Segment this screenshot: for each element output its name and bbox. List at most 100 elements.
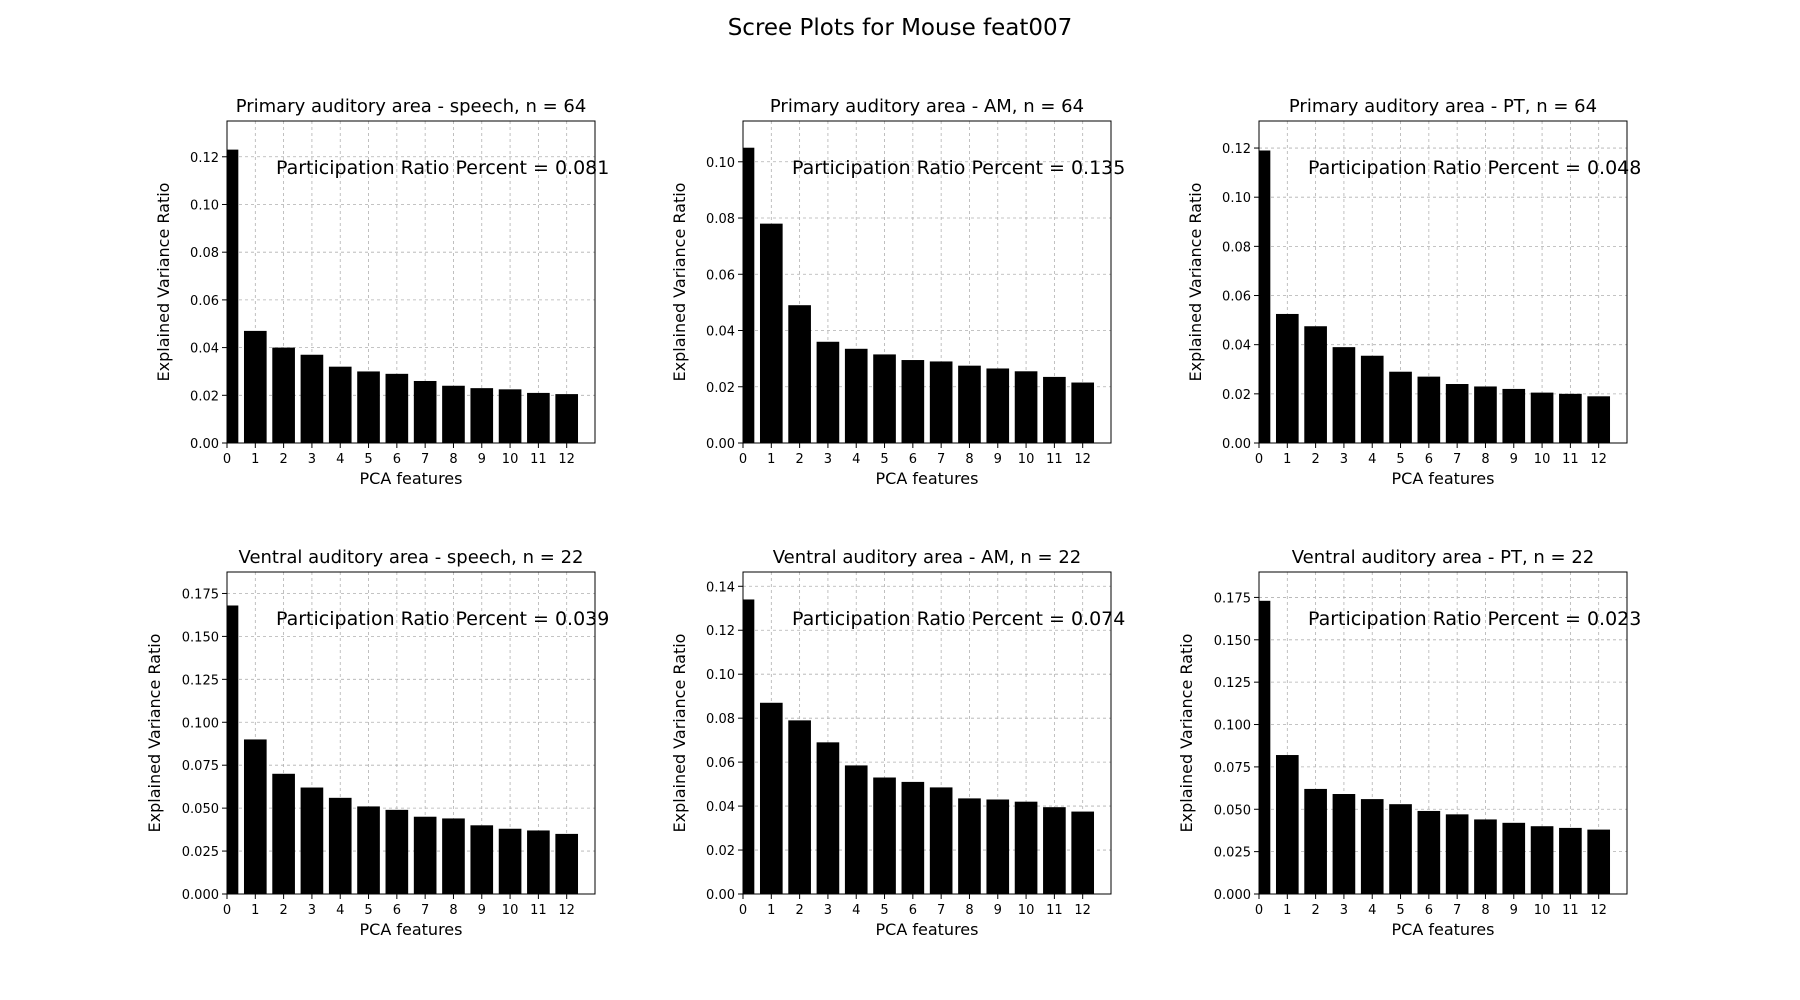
x-tick-label: 7 (421, 452, 429, 467)
bar (527, 392, 550, 443)
y-tick-label: 0.10 (190, 198, 219, 213)
x-tick-label: 12 (558, 452, 575, 467)
participation-ratio-annotation: Participation Ratio Percent = 0.048 (1308, 157, 1641, 179)
axes-frame (1258, 571, 1628, 895)
bar (1530, 826, 1554, 894)
y-tick-label: 0.12 (706, 624, 735, 639)
clip-mask (729, 570, 743, 896)
x-tick-label: 1 (1283, 903, 1291, 918)
y-tick-label: 0.000 (182, 888, 219, 903)
x-tick-label: 11 (1562, 903, 1579, 918)
bars (1247, 150, 1611, 443)
x-tick-label: 10 (502, 903, 519, 918)
bar (470, 388, 494, 443)
x-tick-label: 10 (1018, 903, 1035, 918)
bar (1417, 376, 1441, 443)
bar (958, 798, 981, 894)
y-tick-label: 0.125 (182, 673, 219, 688)
axes-frame (226, 120, 596, 444)
y-tick-label: 0.04 (706, 325, 735, 340)
bar (873, 777, 896, 894)
subplot-1: 0 1 2 3 4 5 6 7 8 9 10 11 120.000.020.040.060.080.10… (154, 96, 609, 488)
y-tick-label: 0.02 (706, 381, 735, 396)
subplot-3: 0 1 2 3 4 5 6 7 8 9 10 11 120.000.020.040.060.080.10… (1186, 96, 1641, 488)
y-axis-label: Explained Variance Ratio (1177, 634, 1196, 833)
x-tick-label: 0 (223, 452, 231, 467)
bar (1445, 814, 1469, 894)
y-axis-label: Explained Variance Ratio (670, 634, 689, 833)
y-tick-label: 0.02 (1222, 388, 1251, 403)
bar (1014, 801, 1038, 894)
bar (1502, 388, 1526, 443)
bar (1559, 393, 1582, 443)
x-tick-label: 5 (1396, 903, 1404, 918)
x-tick-label: 5 (880, 903, 888, 918)
x-axis-label: PCA features (360, 920, 463, 939)
x-tick-label: 12 (558, 903, 575, 918)
bar (1559, 827, 1582, 894)
bar (1071, 382, 1095, 443)
clip-mask (729, 119, 743, 445)
bar (328, 366, 352, 443)
bar (788, 305, 811, 443)
x-tick-label: 5 (364, 452, 372, 467)
bar (1474, 819, 1497, 894)
clip-mask (213, 119, 227, 445)
bar (816, 341, 840, 443)
x-tick-label: 8 (965, 452, 973, 467)
bar (300, 354, 324, 443)
x-tick-label: 12 (1590, 452, 1607, 467)
x-axis-label: PCA features (1392, 469, 1495, 488)
bar (1389, 371, 1412, 443)
x-tick-label: 0 (1255, 903, 1263, 918)
bar (555, 833, 579, 894)
x-tick-label: 8 (449, 452, 457, 467)
x-tick-label: 9 (478, 903, 486, 918)
axes-frame (742, 120, 1112, 444)
bar (272, 773, 295, 894)
bar (816, 742, 840, 894)
bar (357, 806, 380, 894)
bar (929, 787, 953, 894)
x-tick-label: 12 (1590, 903, 1607, 918)
x-tick-label: 12 (1074, 903, 1091, 918)
x-tick-label: 7 (1453, 903, 1461, 918)
y-tick-label: 0.08 (1222, 240, 1251, 255)
bar (498, 389, 522, 443)
x-tick-label: 0 (1255, 452, 1263, 467)
y-tick-label: 0.125 (1214, 676, 1251, 691)
bar (555, 394, 579, 443)
bar (1043, 807, 1066, 894)
y-tick-label: 0.06 (706, 268, 735, 283)
x-tick-label: 4 (336, 452, 344, 467)
bar (1587, 829, 1611, 894)
x-tick-label: 11 (1046, 452, 1063, 467)
bar (1417, 810, 1441, 894)
subplot-title: Primary auditory area - speech, n = 64 (236, 96, 587, 117)
y-tick-label: 0.175 (182, 587, 219, 602)
y-tick-label: 0.025 (1214, 846, 1251, 861)
y-tick-label: 0.02 (706, 844, 735, 859)
x-tick-label: 0 (223, 903, 231, 918)
y-axis-label: Explained Variance Ratio (1186, 183, 1205, 382)
subplot-title: Ventral auditory area - speech, n = 22 (239, 547, 584, 568)
subplot-title: Ventral auditory area - AM, n = 22 (773, 547, 1082, 568)
x-tick-label: 3 (1340, 452, 1348, 467)
y-tick-label: 0.00 (1222, 437, 1251, 452)
x-tick-label: 4 (1368, 452, 1376, 467)
bar (498, 828, 522, 894)
bar (844, 765, 868, 894)
x-axis-label: PCA features (876, 920, 979, 939)
bar (413, 816, 437, 894)
bar (1389, 804, 1412, 894)
y-tick-label: 0.04 (706, 800, 735, 815)
bars (215, 605, 579, 894)
x-axis-label: PCA features (360, 469, 463, 488)
x-tick-label: 6 (393, 452, 401, 467)
bar (1360, 355, 1384, 443)
bar (1360, 799, 1384, 894)
y-tick-label: 0.050 (1214, 803, 1251, 818)
x-tick-label: 1 (251, 452, 259, 467)
bar (986, 368, 1010, 443)
bar (413, 380, 437, 443)
